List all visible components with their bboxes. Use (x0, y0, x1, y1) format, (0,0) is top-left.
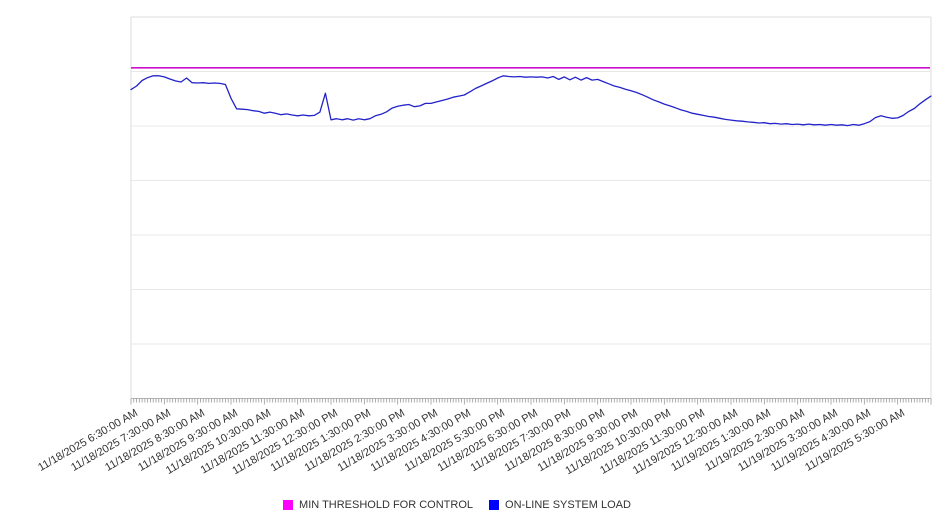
legend-item-system-load[interactable]: ON-LINE SYSTEM LOAD (489, 499, 631, 511)
threshold-color-swatch (283, 500, 294, 510)
legend-item-min-threshold[interactable]: MIN THRESHOLD FOR CONTROL (283, 499, 473, 511)
legend-label-min-threshold: MIN THRESHOLD FOR CONTROL (299, 499, 474, 511)
load-color-swatch (489, 500, 500, 510)
legend: MIN THRESHOLD FOR CONTROL ON-LINE SYSTEM… (0, 499, 930, 511)
legend-label-system-load: ON-LINE SYSTEM LOAD (505, 499, 631, 511)
series-system-load-line[interactable] (130, 75, 932, 127)
